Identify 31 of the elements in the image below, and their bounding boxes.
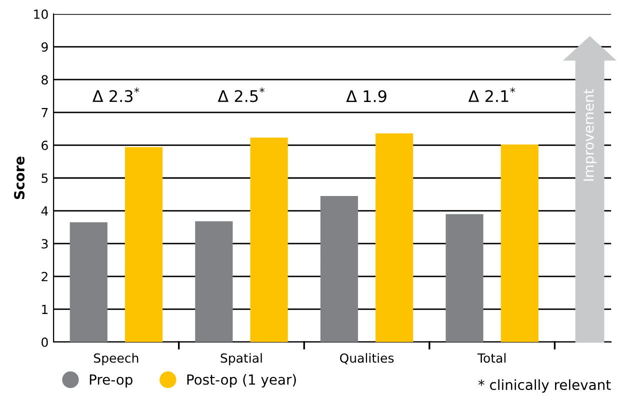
x-tick-label: Qualities: [340, 353, 394, 364]
y-axis-title: Score: [14, 156, 25, 200]
x-tick-label: Spatial: [220, 353, 262, 366]
y-tick-label: 0: [42, 337, 48, 347]
bar: [376, 133, 414, 342]
legend-label: Post-op (1 year): [187, 374, 296, 388]
y-tick-label: 4: [41, 206, 48, 216]
bar: [500, 144, 538, 342]
y-tick-label: 6: [42, 140, 48, 150]
bar: [195, 221, 233, 342]
bar: [320, 196, 358, 342]
y-tick-label: 3: [42, 239, 48, 249]
annotation: Δ 1.9: [346, 90, 386, 102]
annotation: Δ 2.3$^{*}$: [92, 88, 140, 102]
y-tick-label: 7: [42, 108, 48, 118]
y-tick-label: 2: [42, 272, 48, 282]
y-tick-label: 5: [42, 174, 48, 183]
bar: [250, 138, 288, 342]
bar: [70, 222, 108, 342]
y-tick-label: 8: [42, 75, 48, 85]
bar: [124, 147, 163, 342]
y-tick-label: 1: [42, 304, 48, 314]
annotation: Δ 2.1$^{*}$: [468, 88, 516, 102]
x-tick-label: Speech: [94, 353, 138, 366]
y-tick-label: 10: [34, 9, 48, 19]
x-tick-label: Total: [477, 353, 506, 363]
bar: [446, 214, 484, 342]
legend-label: Pre-op: [90, 374, 132, 388]
text: * clinically relevant: [478, 379, 611, 393]
y-tick-label: 9: [42, 42, 48, 52]
annotation: Δ 2.5$^{*}$: [218, 88, 265, 102]
